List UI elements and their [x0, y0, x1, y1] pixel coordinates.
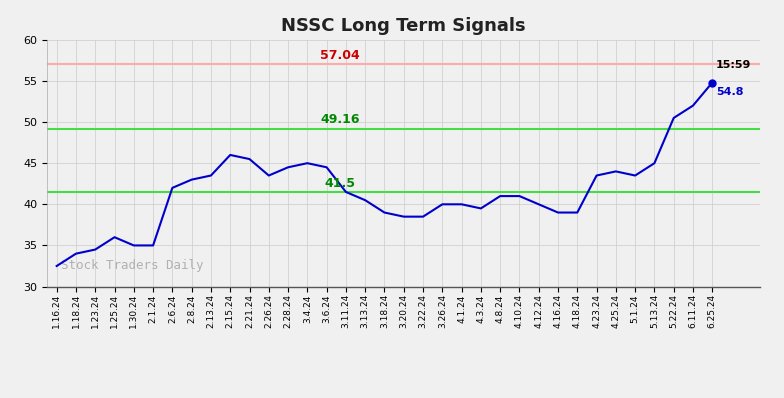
Text: Stock Traders Daily: Stock Traders Daily: [61, 259, 204, 272]
Text: 15:59: 15:59: [716, 60, 752, 70]
Text: 49.16: 49.16: [321, 113, 360, 127]
Text: 57.04: 57.04: [320, 49, 360, 62]
Text: 41.5: 41.5: [325, 176, 356, 189]
Title: NSSC Long Term Signals: NSSC Long Term Signals: [281, 18, 526, 35]
Text: 54.8: 54.8: [716, 87, 744, 97]
